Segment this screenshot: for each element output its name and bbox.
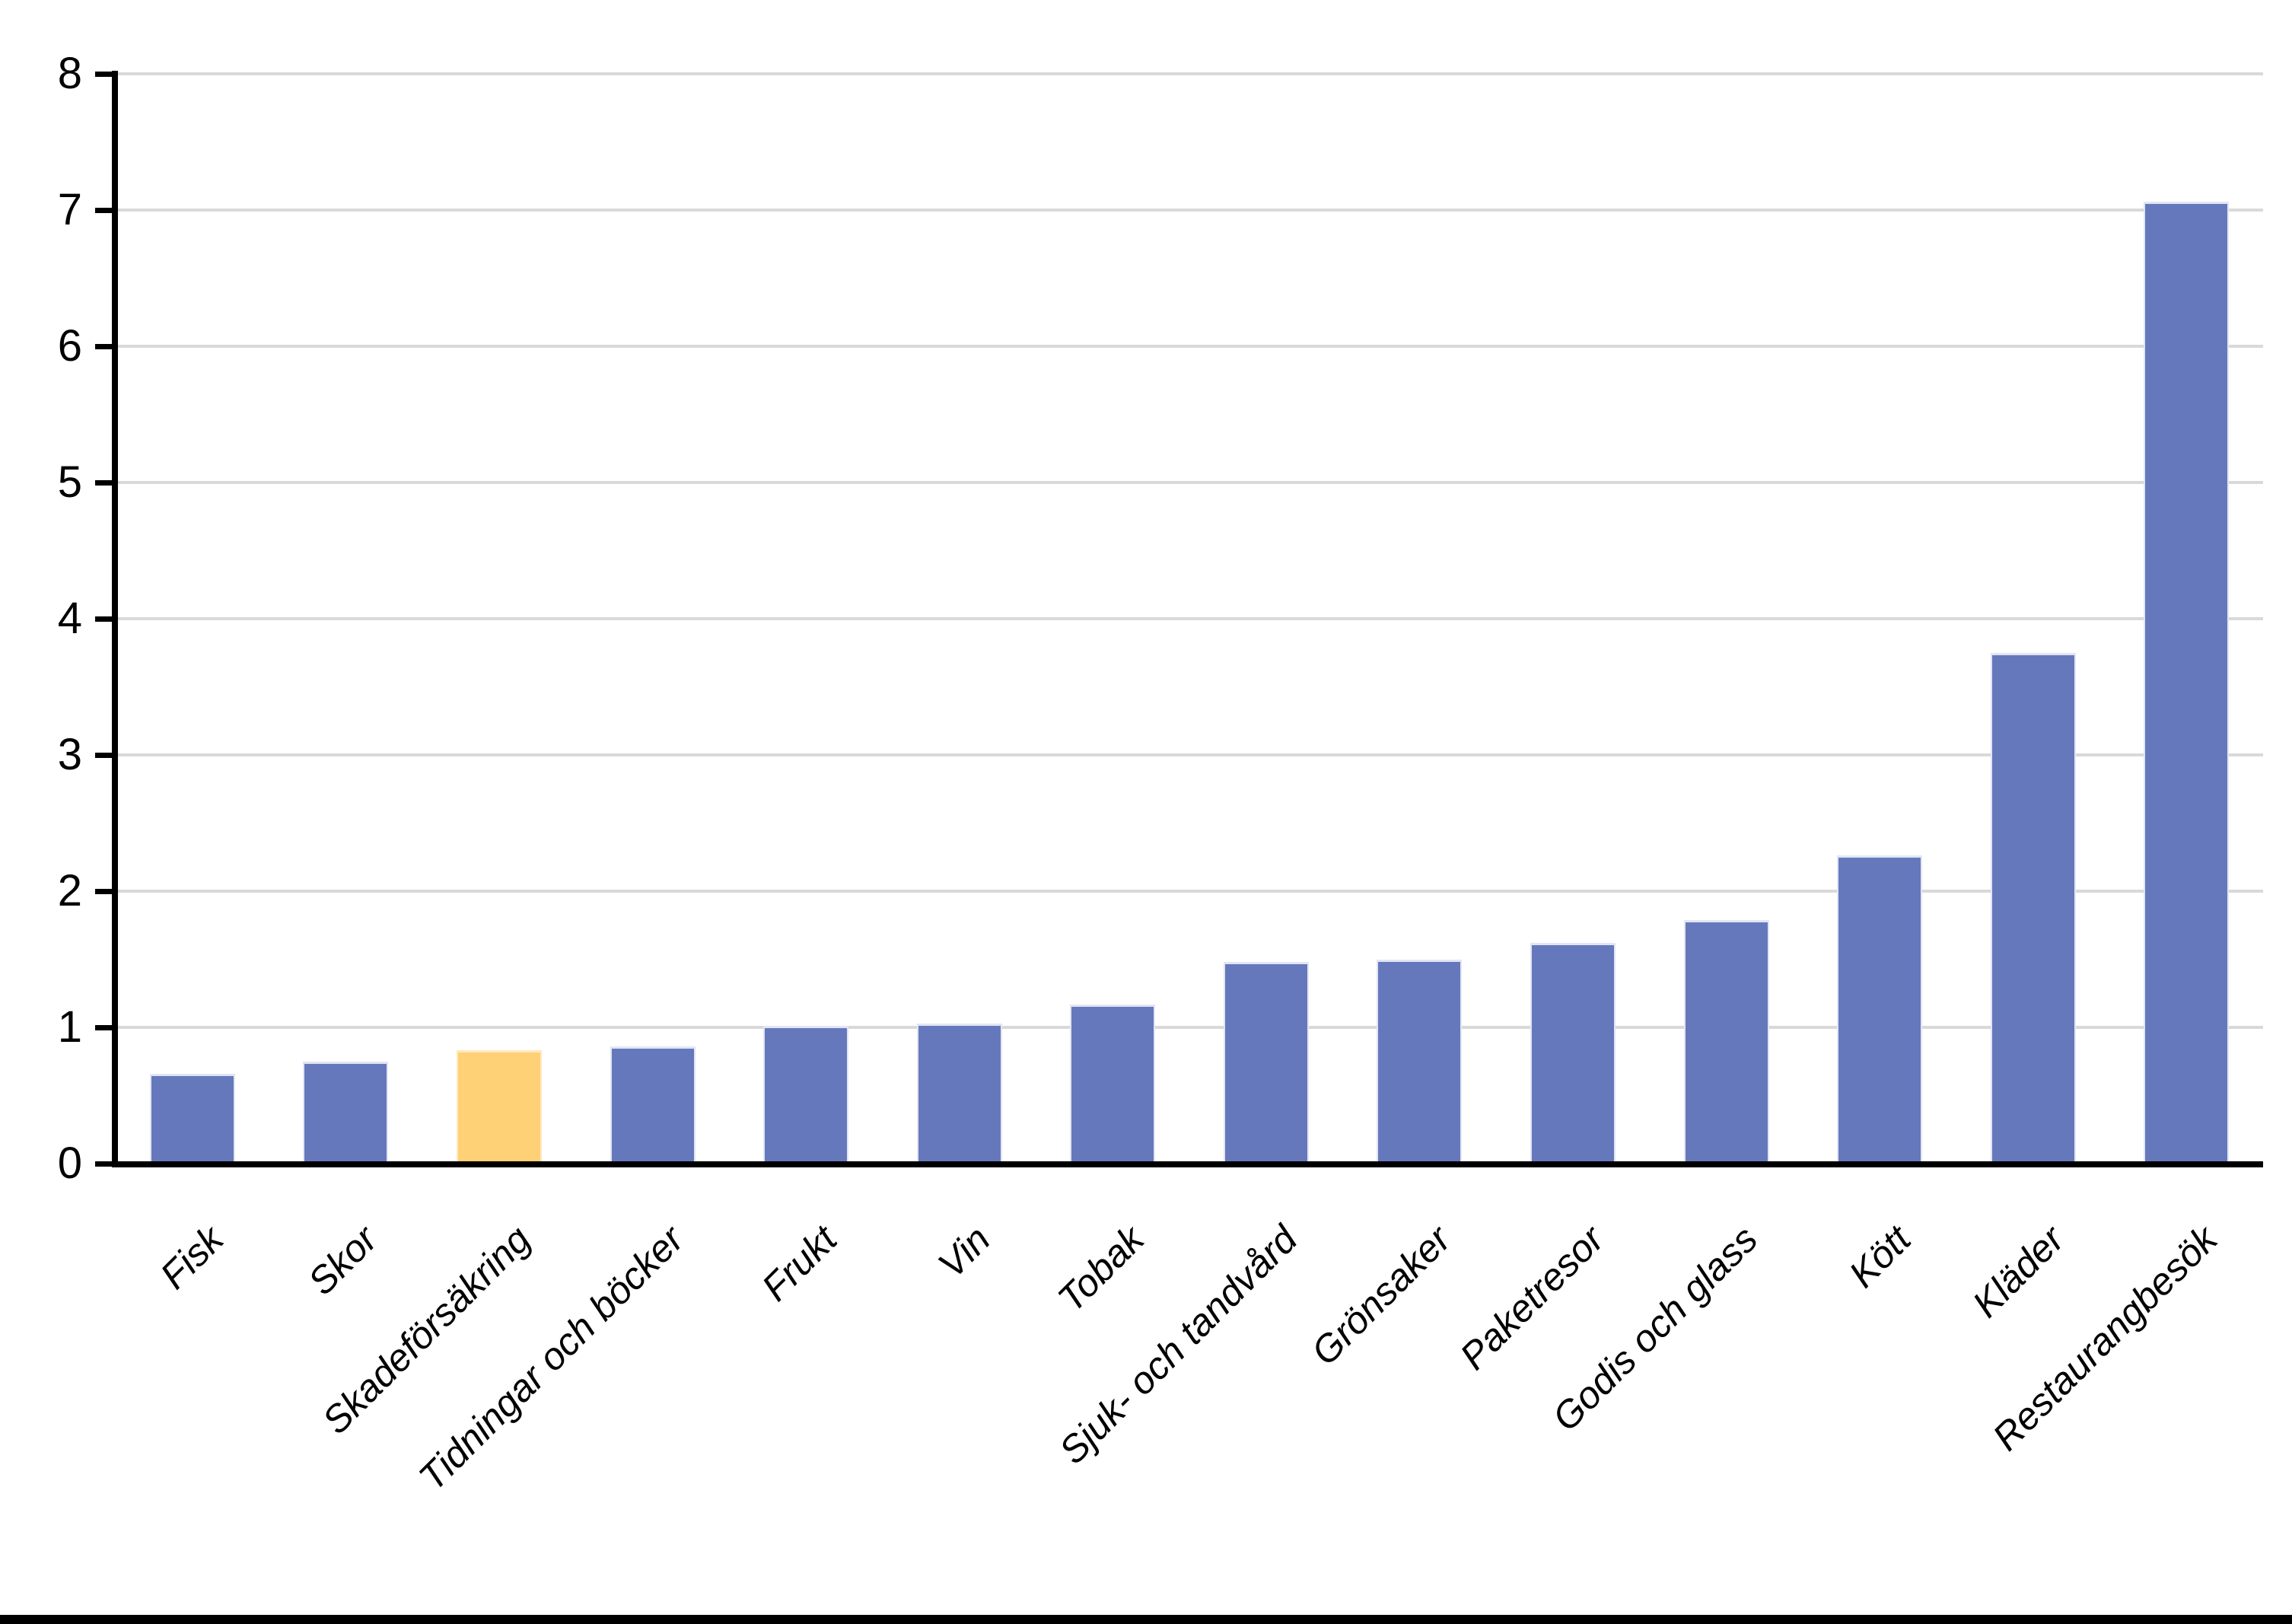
y-tick-8 (95, 72, 113, 77)
gridline-3 (116, 753, 2263, 756)
x-axis-label-Vin: Vin (930, 1218, 999, 1287)
y-axis-label-7: 7 (57, 185, 82, 234)
bar-Frukt (763, 1026, 849, 1164)
bar-Tobak (1070, 1004, 1156, 1164)
bar-Restaurangbesök (2144, 202, 2230, 1164)
x-axis-label-Frukt: Frukt (753, 1218, 845, 1310)
gridline-5 (116, 481, 2263, 484)
bar-Kläder (1990, 652, 2076, 1164)
x-axis-line (112, 1161, 2263, 1167)
gridline-4 (116, 617, 2263, 620)
bar-Skor (303, 1061, 389, 1164)
bar-Skadeförsäkring (456, 1050, 542, 1164)
x-axis-label-Fisk: Fisk (151, 1218, 232, 1298)
bar-Grönsaker (1377, 959, 1463, 1164)
bar-Godis och glass (1683, 919, 1769, 1164)
y-tick-3 (95, 753, 113, 758)
bar-Vin (916, 1023, 1002, 1164)
gridline-8 (116, 72, 2263, 75)
bar-Fisk (149, 1073, 235, 1164)
y-axis-line (112, 71, 118, 1167)
y-tick-0 (95, 1161, 113, 1167)
y-tick-2 (95, 889, 113, 894)
y-tick-6 (95, 344, 113, 349)
y-tick-5 (95, 480, 113, 486)
x-axis-label-Kött: Kött (1841, 1218, 1919, 1296)
x-axis-label-Paketresor: Paketresor (1451, 1218, 1612, 1378)
gridline-2 (116, 890, 2263, 893)
y-axis-label-4: 4 (57, 594, 82, 643)
bar-Tidningar och böcker (610, 1046, 696, 1164)
y-axis-label-6: 6 (57, 321, 82, 371)
bar-Kött (1837, 855, 1923, 1164)
y-axis-label-1: 1 (57, 1002, 82, 1052)
y-tick-4 (95, 616, 113, 622)
x-axis-label-Skor: Skor (299, 1218, 385, 1304)
gridline-6 (116, 345, 2263, 348)
y-tick-7 (95, 208, 113, 213)
y-axis-label-0: 0 (57, 1138, 82, 1188)
y-axis-label-8: 8 (57, 49, 82, 98)
bar-Sjuk- och tandvård (1223, 962, 1309, 1164)
x-axis-label-Tobak: Tobak (1049, 1218, 1152, 1320)
x-axis-label-Grönsaker: Grönsaker (1303, 1218, 1459, 1374)
gridline-1 (116, 1026, 2263, 1029)
y-tick-1 (95, 1025, 113, 1030)
gridline-7 (116, 209, 2263, 212)
x-axis-label-Kläder: Kläder (1964, 1218, 2073, 1326)
bar-Paketresor (1530, 943, 1616, 1164)
y-axis-label-2: 2 (57, 866, 82, 915)
y-axis-label-3: 3 (57, 730, 82, 779)
page-bottom-divider (0, 1615, 2292, 1624)
x-axis-label-Tidningar och böcker: Tidningar och böcker (410, 1218, 692, 1499)
y-axis-label-5: 5 (57, 457, 82, 507)
